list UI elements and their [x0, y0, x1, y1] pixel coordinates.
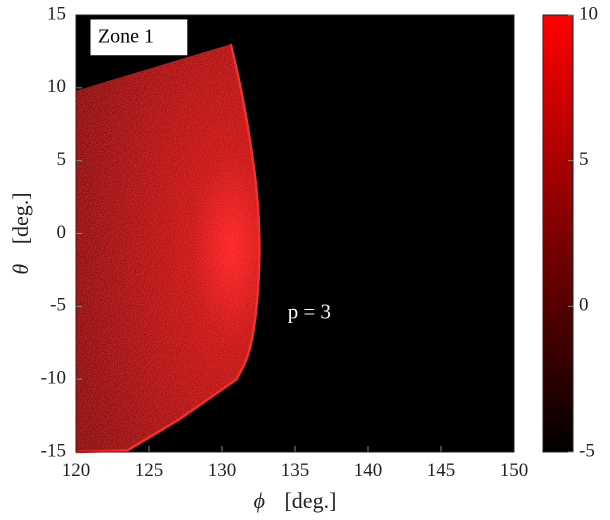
x-tick-label: 130 [208, 460, 237, 481]
colorbar-tick-label: 0 [579, 295, 589, 316]
y-axis-label: θ [deg.] [8, 192, 33, 274]
y-axis-symbol: θ [8, 264, 33, 275]
y-tick-label: 15 [47, 3, 66, 24]
y-tick-label: 5 [57, 149, 67, 170]
colorbar-tick-label: 5 [579, 149, 589, 170]
colorbar-ticks: 10 5 0 -5 [568, 3, 598, 461]
zone-label-box [89, 18, 189, 57]
colorbar-gradient [542, 14, 574, 453]
x-axis-symbol: ϕ [254, 488, 265, 513]
x-tick-label: 145 [427, 460, 456, 481]
x-axis-unit: [deg.] [284, 488, 336, 513]
zone-label-text: Zone 1 [98, 25, 154, 47]
y-tick-label: 10 [47, 76, 66, 97]
y-tick-label: -5 [50, 295, 66, 316]
x-axis-ticks: 120 125 130 135 140 145 150 [62, 446, 529, 481]
colorbar-tick-label: -5 [579, 440, 595, 461]
y-axis-unit: [deg.] [8, 192, 33, 244]
x-tick-label: 140 [354, 460, 383, 481]
intensity-region-texture [76, 44, 260, 452]
y-tick-label: -15 [41, 440, 66, 461]
y-axis-ticks: 15 10 5 0 -5 -10 -15 [41, 3, 82, 461]
plot-frame [75, 14, 515, 453]
x-tick-label: 150 [500, 460, 529, 481]
x-tick-label: 135 [281, 460, 310, 481]
y-tick-label: -10 [41, 368, 66, 389]
intensity-region [75, 43, 261, 454]
zone-label: Zone 1 [89, 18, 189, 57]
x-axis-label: ϕ [deg.] [254, 488, 337, 513]
intensity-region-edge [75, 43, 261, 454]
p-annotation: p = 3 [288, 299, 331, 323]
colorbar: 10 5 0 -5 [542, 3, 598, 461]
y-tick-label: 0 [57, 222, 67, 243]
x-tick-label: 120 [62, 460, 91, 481]
x-tick-label: 125 [135, 460, 164, 481]
colorbar-tick-label: 10 [579, 3, 598, 24]
